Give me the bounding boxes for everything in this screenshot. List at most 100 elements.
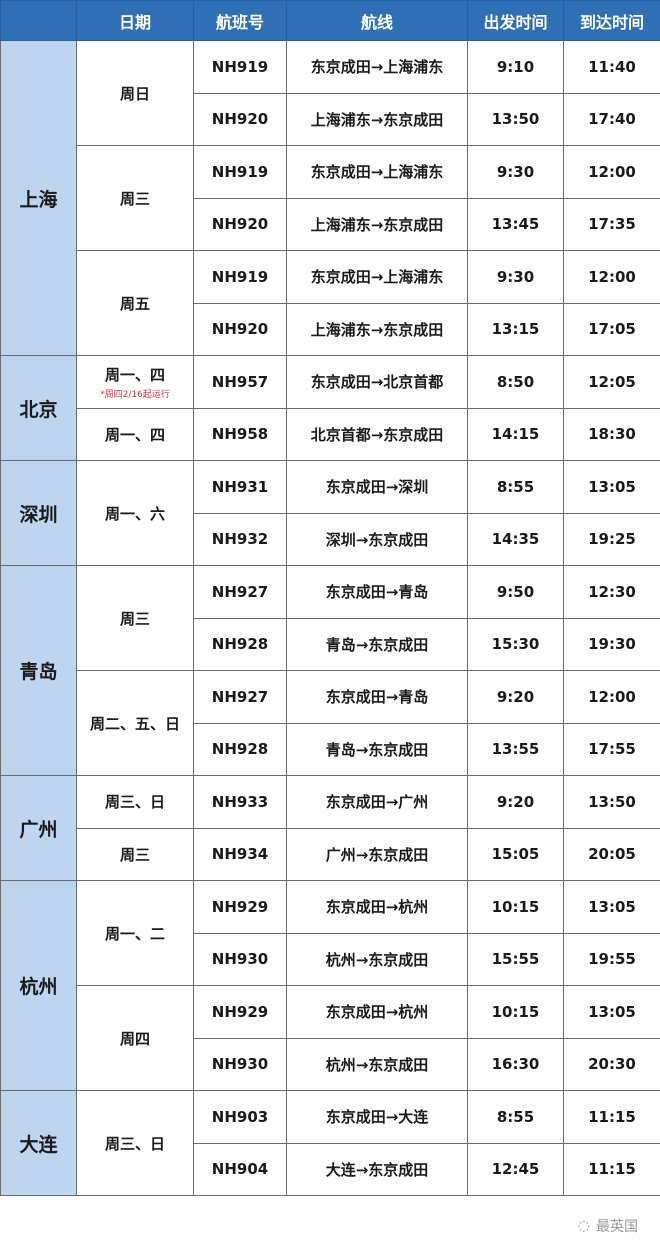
arrive-time: 19:30 (563, 617, 660, 671)
date-label: 周日 (119, 84, 150, 103)
city-cell: 深圳 (0, 460, 77, 566)
header-flight: 航班号 (193, 0, 287, 41)
arrive-time: 11:40 (563, 40, 660, 94)
depart-time: 13:45 (467, 197, 564, 251)
depart-time: 14:15 (467, 407, 564, 461)
flight-number: NH919 (193, 145, 287, 199)
date-cell: 周日 (76, 40, 194, 146)
route: 东京成田→大连 (286, 1090, 468, 1144)
depart-time: 9:50 (467, 565, 564, 619)
flight-number: NH920 (193, 197, 287, 251)
table-row: NH930 杭州→东京成田 15:55 19:55 (1, 932, 660, 986)
header-arrive: 到达时间 (563, 0, 660, 41)
depart-time: 12:45 (467, 1142, 564, 1196)
table-row: NH904 大连→东京成田 12:45 11:15 (1, 1142, 660, 1196)
table-row: 北京 周一、四 *周四2/16起运行 NH957 东京成田→北京首都 8:50 12:05 (0, 355, 660, 461)
date-cell: 周二、五、日 (76, 670, 194, 776)
depart-time: 13:15 (467, 302, 564, 356)
arrive-time: 19:55 (563, 932, 660, 986)
date-cell: 周一、二 (76, 880, 194, 986)
header-date: 日期 (76, 0, 194, 41)
depart-time: 8:55 (467, 1090, 564, 1144)
flight-number: NH904 (193, 1142, 287, 1196)
arrive-time: 18:30 (563, 407, 660, 461)
flight-schedule-table: 日期 航班号 航线 出发时间 到达时间 上海 周日 NH919 东京成田→上海浦东 9:… (0, 0, 660, 1196)
route: 东京成田→青岛 (286, 670, 468, 724)
route: 东京成田→上海浦东 (286, 40, 468, 94)
arrive-time: 12:00 (563, 670, 660, 724)
date-label: 周二、五、日 (89, 714, 180, 733)
arrive-time: 13:05 (563, 460, 660, 514)
flight-number: NH934 (193, 827, 287, 881)
depart-time: 10:15 (467, 880, 564, 934)
route: 东京成田→深圳 (286, 460, 468, 514)
arrive-time: 17:55 (563, 722, 660, 776)
flight-number: NH957 (193, 355, 287, 409)
date-label: 周一、四 (104, 425, 165, 444)
route: 东京成田→杭州 (286, 985, 468, 1039)
date-cell: 周四 (76, 985, 194, 1091)
flight-number: NH933 (193, 775, 287, 829)
route: 东京成田→上海浦东 (286, 145, 468, 199)
arrive-time: 13:05 (563, 985, 660, 1039)
flight-number: NH927 (193, 565, 287, 619)
city-cell: 广州 (0, 775, 77, 881)
date-label: 周三 (119, 609, 150, 628)
route: 东京成田→青岛 (286, 565, 468, 619)
depart-time: 13:55 (467, 722, 564, 776)
table-row: 上海 周日 NH919 东京成田→上海浦东 9:10 11:40 (0, 40, 660, 356)
date-cell: 周三、日 (76, 775, 194, 829)
depart-time: 10:15 (467, 985, 564, 1039)
arrive-time: 20:05 (563, 827, 660, 881)
table-row: NH920 上海浦东→东京成田 13:50 17:40 (1, 92, 660, 146)
city-cell: 北京 (0, 355, 77, 461)
flight-number: NH927 (193, 670, 287, 724)
arrive-time: 12:30 (563, 565, 660, 619)
arrive-time: 19:25 (563, 512, 660, 566)
city-cell: 青岛 (0, 565, 77, 776)
date-cell: 周三、日 (76, 1090, 194, 1196)
flight-number: NH958 (193, 407, 287, 461)
depart-time: 15:55 (467, 932, 564, 986)
route: 杭州→东京成田 (286, 1037, 468, 1091)
arrive-time: 20:30 (563, 1037, 660, 1091)
table-row: 周二、五、日 NH927 东京成田→青岛 9:20 12:00 (1, 670, 660, 776)
arrive-time: 17:40 (563, 92, 660, 146)
table-row: 周四 NH929 东京成田→杭州 10:15 13:05 (1, 985, 660, 1091)
arrive-time: 12:00 (563, 145, 660, 199)
route: 青岛→东京成田 (286, 617, 468, 671)
route: 上海浦东→东京成田 (286, 302, 468, 356)
route: 东京成田→杭州 (286, 880, 468, 934)
date-cell: 周一、四 *周四2/16起运行 (76, 355, 194, 409)
route: 东京成田→广州 (286, 775, 468, 829)
depart-time: 13:50 (467, 92, 564, 146)
table-row: NH928 青岛→东京成田 15:30 19:30 (1, 617, 660, 671)
arrive-time: 17:35 (563, 197, 660, 251)
flight-number: NH919 (193, 40, 287, 94)
table-row: 杭州 周一、二 NH929 东京成田→杭州 10:15 13:05 (0, 880, 660, 1091)
table-row: 周三 NH934 广州→东京成田 15:05 20:05 (1, 827, 660, 881)
table-row: 周三 NH919 东京成田→上海浦东 9:30 12:00 (1, 145, 660, 251)
date-cell: 周一、六 (76, 460, 194, 566)
table-row: NH920 上海浦东→东京成田 13:45 17:35 (1, 197, 660, 251)
table-row: 大连 周三、日 NH903 东京成田→大连 8:55 11:15 (0, 1090, 660, 1196)
arrive-time: 17:05 (563, 302, 660, 356)
flight-number: NH929 (193, 880, 287, 934)
depart-time: 9:20 (467, 670, 564, 724)
table-row: 广州 周三、日 NH933 东京成田→广州 9:20 13:50 (0, 775, 660, 881)
date-cell: 周三 (76, 827, 194, 881)
route: 大连→东京成田 (286, 1142, 468, 1196)
table-row: 周一、四 NH958 北京首都→东京成田 14:15 18:30 (1, 407, 660, 461)
route: 杭州→东京成田 (286, 932, 468, 986)
date-label: 周四 (119, 1029, 150, 1048)
watermark: ◌ 最英国 (577, 1215, 638, 1237)
flight-number: NH920 (193, 92, 287, 146)
route: 上海浦东→东京成田 (286, 92, 468, 146)
date-label: 周一、四 (104, 365, 165, 384)
date-label: 周三、日 (104, 793, 165, 812)
depart-time: 9:20 (467, 775, 564, 829)
table-row: NH932 深圳→东京成田 14:35 19:25 (1, 512, 660, 566)
date-label: 周一、六 (104, 504, 165, 523)
table-row: NH930 杭州→东京成田 16:30 20:30 (1, 1037, 660, 1091)
header-city (0, 0, 77, 41)
